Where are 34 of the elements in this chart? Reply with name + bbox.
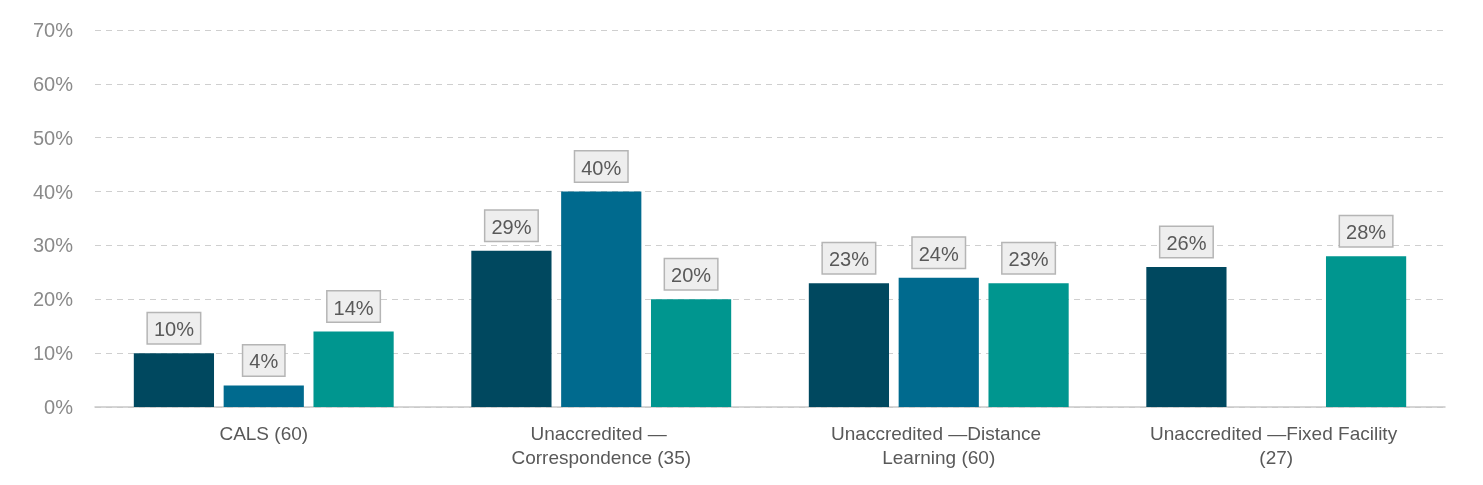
data-label: 24% — [918, 242, 959, 265]
bar — [471, 250, 552, 407]
bar — [650, 299, 732, 407]
y-tick-label: 50% — [32, 126, 74, 149]
data-label: 28% — [1346, 221, 1387, 244]
bar — [223, 385, 304, 407]
bar — [133, 353, 215, 407]
data-label: 20% — [671, 264, 712, 287]
data-label: 10% — [153, 318, 195, 341]
data-label: 40% — [581, 156, 622, 179]
data-label: 14% — [333, 296, 374, 319]
x-tick-label: Unaccredited —Distance Learning (60) — [831, 422, 1047, 468]
bar — [561, 191, 642, 407]
x-tick-label: Unaccredited —Fixed Facility (27) — [1150, 422, 1403, 468]
x-tick-label: CALS (60) — [219, 422, 309, 444]
y-tick-label: 10% — [32, 342, 74, 365]
bar — [1146, 266, 1227, 407]
data-label: 29% — [491, 215, 532, 238]
y-tick-label: 60% — [32, 72, 74, 95]
data-label: 23% — [828, 248, 870, 271]
data-label: 26% — [1166, 231, 1207, 254]
y-tick-label: 20% — [32, 288, 74, 311]
data-label: 23% — [1008, 248, 1049, 271]
bar — [898, 277, 979, 407]
y-tick-label: 0% — [44, 396, 74, 418]
bar — [313, 331, 394, 407]
y-tick-label: 30% — [32, 234, 74, 257]
bar — [988, 283, 1069, 407]
x-tick-label: Unaccredited — Correspondence (35) — [511, 422, 692, 468]
y-tick-label: 70% — [32, 19, 74, 41]
y-tick-label: 40% — [32, 180, 74, 203]
data-label: 4% — [249, 350, 279, 373]
bar — [1325, 256, 1407, 407]
bar — [808, 283, 890, 407]
